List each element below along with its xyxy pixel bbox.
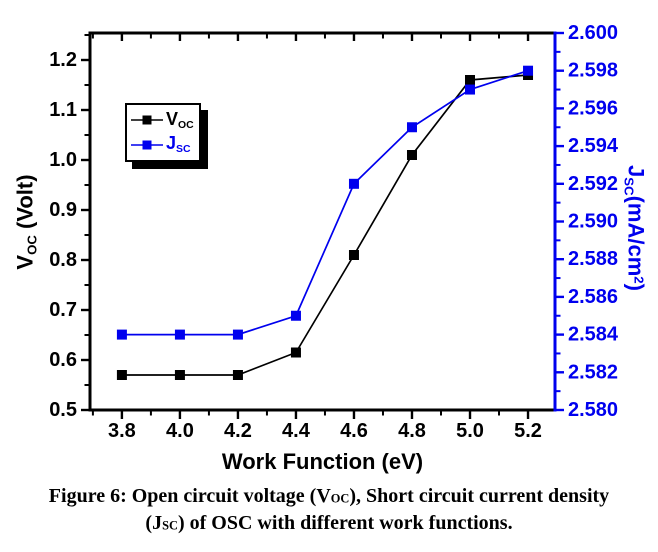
left-tick-label: 0.8: [49, 249, 77, 271]
right-tick-label: 2.594: [568, 135, 619, 157]
right-axis-title-main: J: [623, 165, 649, 178]
caption-line1-sub: OC: [330, 491, 350, 506]
right-tick-label: 2.586: [568, 286, 618, 308]
axis-tick-labels: 3.8 4.0 4.2 4.4 4.6 4.8 5.0 5.2 0.5 0.6 0.7 0.8 0.9 1…: [49, 22, 619, 442]
legend-voc-main: V: [166, 108, 179, 129]
data-point-marker: [116, 329, 127, 340]
right-tick-label: 2.596: [568, 97, 618, 119]
data-point-marker: [465, 75, 476, 85]
data-point-marker: [290, 310, 301, 321]
caption-line2-sub: SC: [162, 518, 178, 533]
right-axis-title-close: ): [623, 283, 649, 291]
right-tick-label: 2.590: [568, 211, 618, 233]
legend-jsc-main: J: [166, 132, 177, 153]
data-point-marker: [116, 370, 127, 380]
legend-jsc-sub: SC: [176, 143, 191, 155]
legend-item-jsc: JSC: [131, 134, 195, 156]
data-point-marker: [174, 329, 185, 340]
caption-line1-pre: Figure 6: Open circuit voltage (V: [48, 485, 331, 507]
left-axis-title-rest: (Volt): [12, 174, 38, 236]
right-axis-title-sub: SC: [621, 177, 637, 196]
left-tick-label: 0.7: [49, 299, 77, 321]
left-axis-title-main: V: [12, 254, 38, 270]
series-line: [121, 69, 529, 336]
data-point-marker: [523, 65, 534, 76]
data-point-marker: [232, 329, 243, 340]
x-tick-label: 4.2: [224, 420, 252, 442]
x-tick-label: 4.0: [166, 420, 194, 442]
data-point-marker: [406, 150, 417, 160]
data-point-marker: [465, 84, 476, 95]
x-tick-label: 5.0: [456, 420, 484, 442]
caption-line-1: Figure 6: Open circuit voltage (VOC), Sh…: [0, 484, 658, 511]
plot-frame: [88, 31, 557, 412]
series-line: [121, 74, 529, 376]
x-tick-label: 3.8: [108, 420, 136, 442]
right-tick-label: 2.582: [568, 361, 618, 383]
x-tick-label: 4.6: [340, 420, 368, 442]
data-point-marker: [406, 122, 417, 133]
right-axis-title-rest: (mA/cm: [623, 195, 649, 277]
caption-line2-post: ) of OSC with different work functions.: [177, 511, 513, 534]
left-tick-label: 0.5: [49, 399, 77, 421]
legend: VOC JSC: [125, 103, 201, 162]
x-tick-label: 4.8: [398, 420, 426, 442]
right-axis-title-sup: 2: [631, 276, 647, 284]
data-point-marker: [348, 178, 359, 189]
right-tick-label: 2.580: [568, 399, 618, 421]
left-tick-label: 1.2: [49, 49, 77, 71]
legend-voc-sub: OC: [178, 119, 194, 131]
left-axis-title-sub: OC: [24, 235, 40, 255]
legend-item-voc: VOC: [131, 109, 195, 131]
left-tick-label: 1.0: [49, 149, 77, 171]
x-tick-label: 5.2: [514, 420, 542, 442]
right-tick-label: 2.600: [568, 22, 618, 44]
x-tick-label: 4.4: [282, 420, 311, 442]
caption-line2-pre: (J: [145, 511, 163, 534]
data-point-marker: [290, 347, 301, 358]
axis-ticks: [81, 31, 564, 419]
series-j_sc: [116, 65, 534, 340]
data-point-marker: [174, 370, 185, 380]
left-axis-title: VOC (Volt): [13, 174, 121, 269]
figure-caption: Figure 6: Open circuit voltage (VOC), Sh…: [0, 484, 658, 537]
voc-line-marker-icon: [131, 115, 163, 125]
jsc-line-marker-icon: [131, 140, 163, 150]
caption-line-2: (JSC) of OSC with different work functio…: [0, 511, 658, 538]
left-tick-label: 0.6: [49, 349, 77, 371]
left-tick-label: 1.1: [49, 99, 77, 121]
right-axis-title: JSC(mA/cm2): [622, 165, 658, 291]
right-tick-label: 2.598: [568, 60, 618, 82]
caption-line1-post: ), Short circuit current density: [349, 485, 610, 507]
right-tick-label: 2.588: [568, 248, 618, 270]
data-point-marker: [232, 370, 243, 380]
legend-label-voc: VOC: [166, 110, 194, 131]
left-tick-label: 0.9: [49, 199, 77, 221]
right-tick-label: 2.592: [568, 173, 618, 195]
legend-label-jsc: JSC: [166, 134, 191, 155]
data-point-marker: [348, 250, 359, 260]
x-axis-title: Work Function (eV): [221, 449, 424, 474]
right-tick-label: 2.584: [568, 324, 619, 346]
